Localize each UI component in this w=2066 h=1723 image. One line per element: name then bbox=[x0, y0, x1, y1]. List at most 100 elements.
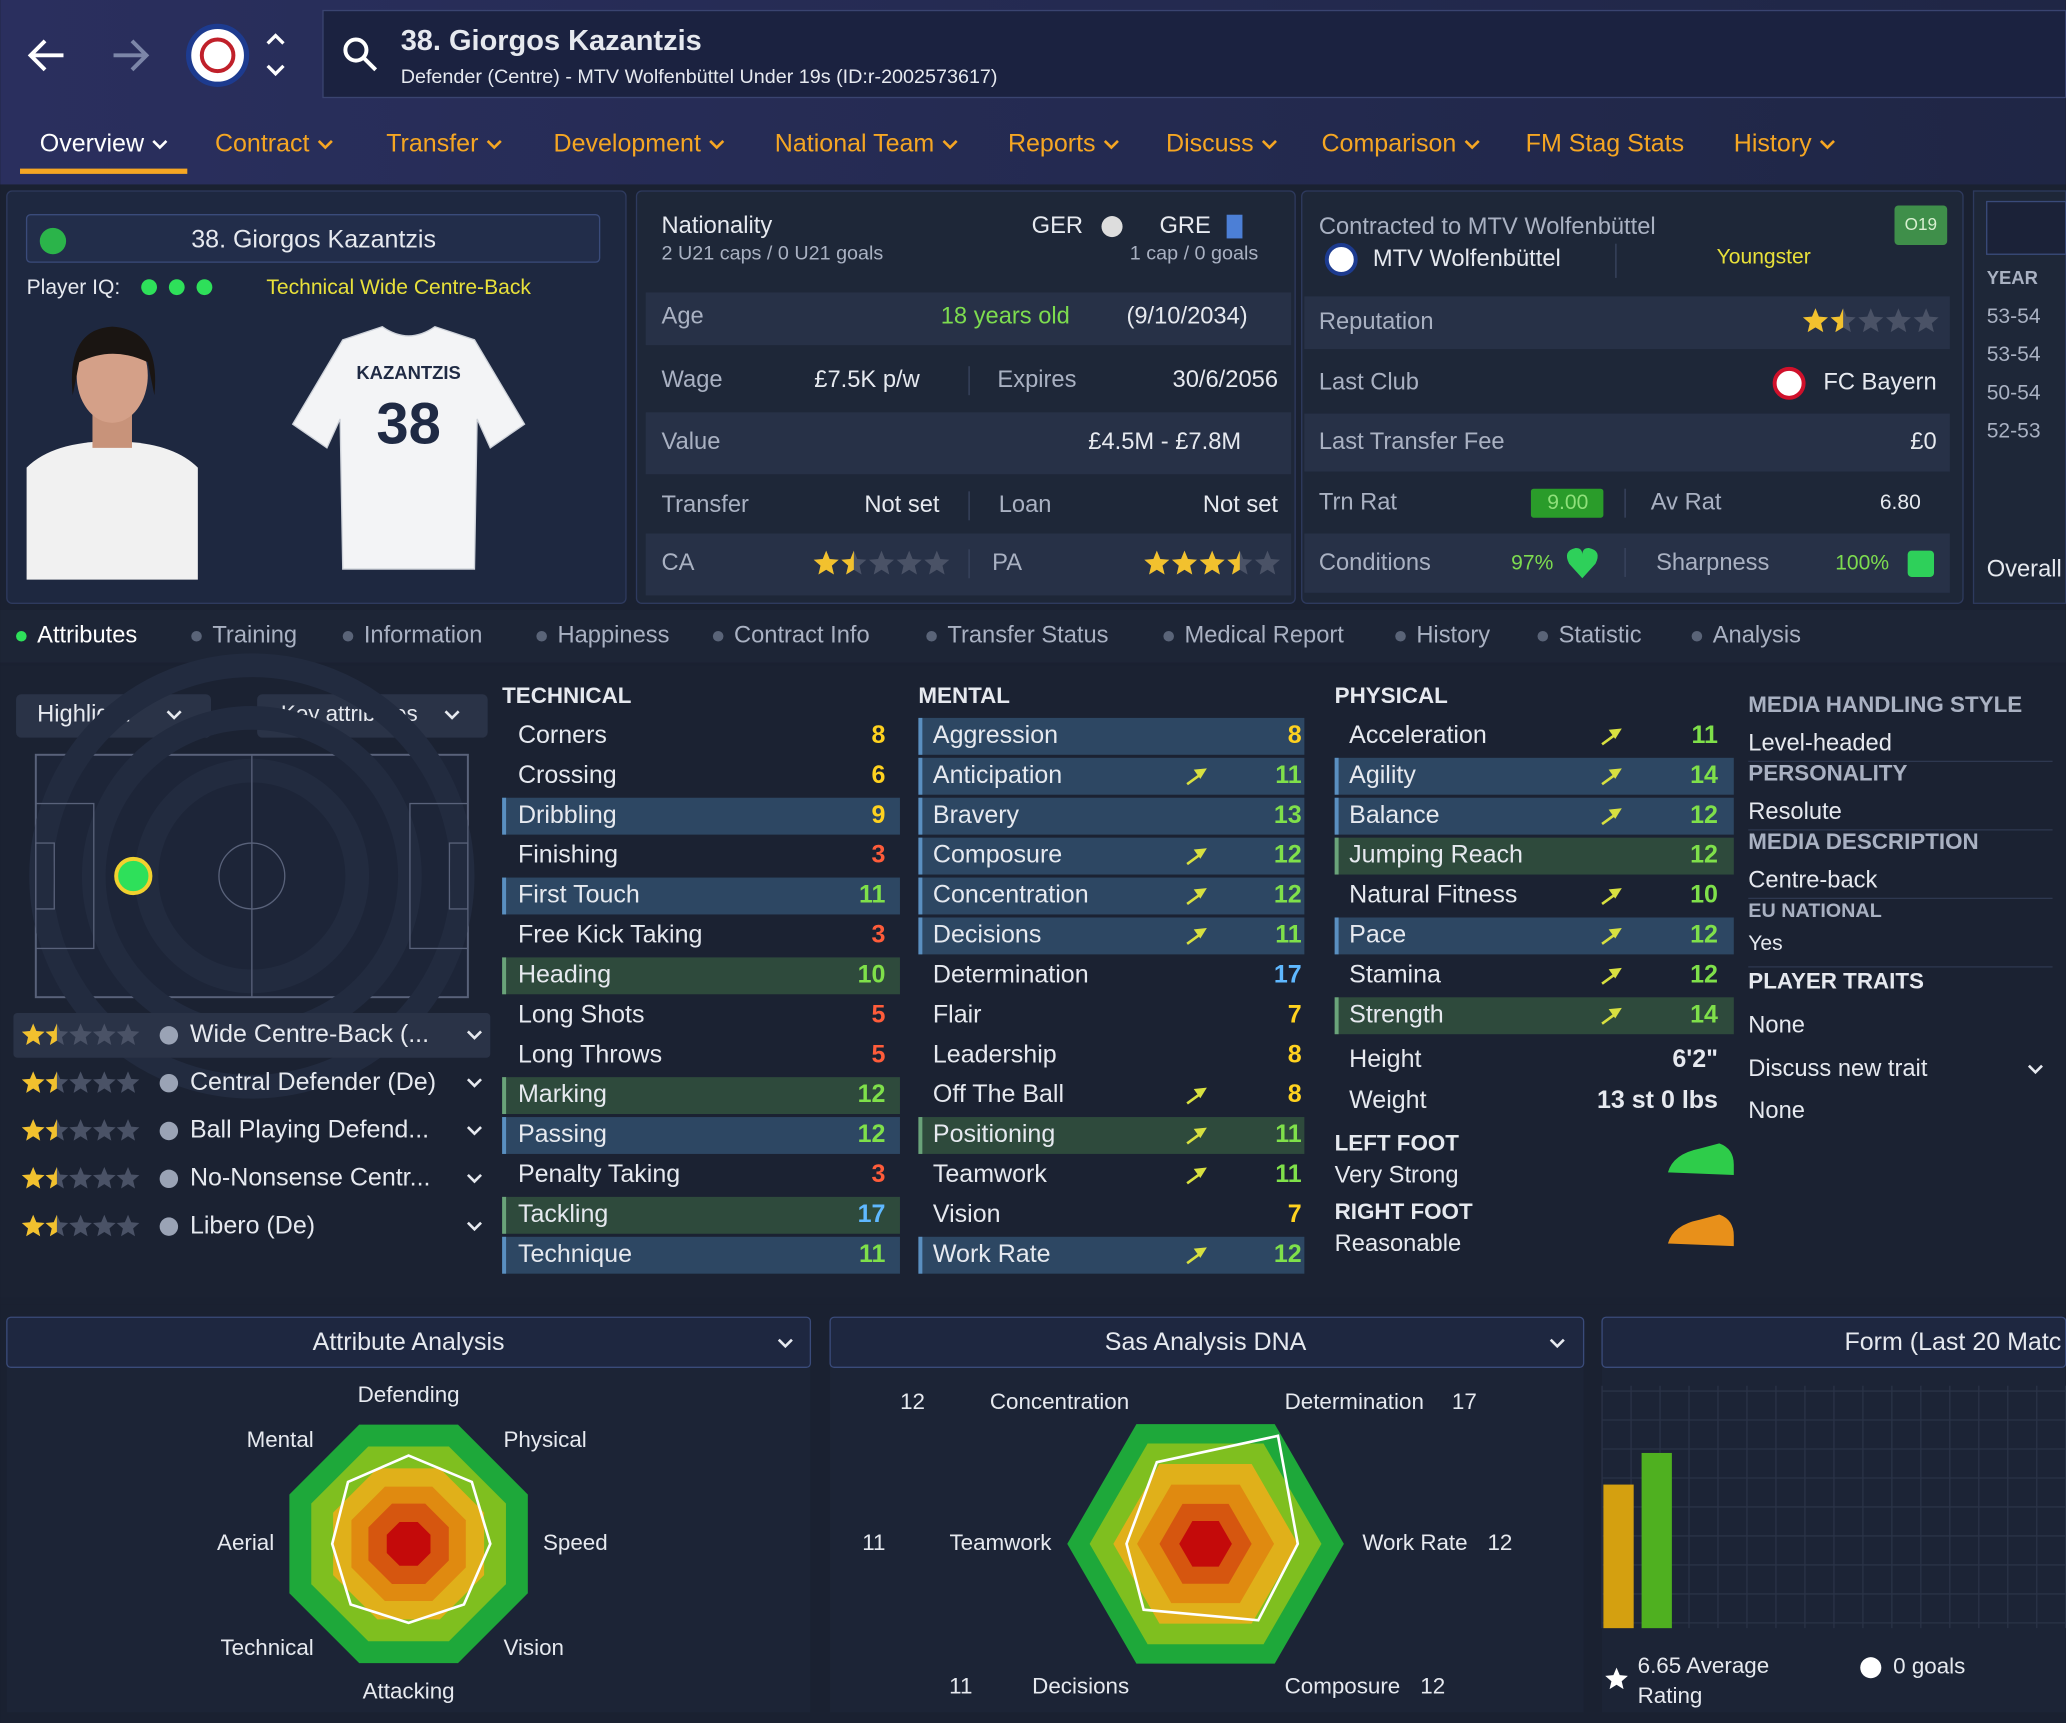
shirt-name: KAZANTZIS bbox=[356, 362, 460, 383]
subtab[interactable]: Medical Report bbox=[1184, 623, 1344, 649]
history-header: YEAR bbox=[1987, 267, 2038, 288]
attribute-highlight bbox=[918, 757, 1305, 795]
search-icon[interactable] bbox=[343, 37, 369, 63]
subtab[interactable]: Statistic bbox=[1559, 623, 1642, 649]
role-name[interactable]: Libero (De) bbox=[190, 1211, 315, 1239]
role-name[interactable]: Wide Centre-Back (... bbox=[190, 1020, 429, 1048]
dna-value: 12 bbox=[1487, 1530, 1512, 1555]
nav-tab[interactable]: History bbox=[1734, 130, 1812, 158]
forward-button[interactable] bbox=[113, 39, 150, 72]
caps: 2 U21 caps / 0 U21 goals bbox=[662, 242, 884, 264]
nav-tab[interactable]: Discuss bbox=[1166, 130, 1254, 158]
chevron bbox=[466, 1126, 482, 1136]
contract-label: Contracted to MTV Wolfenbüttel bbox=[1319, 214, 1656, 240]
star-half bbox=[1830, 308, 1844, 333]
role-name[interactable]: No-Nonsense Centr... bbox=[190, 1163, 431, 1191]
divider bbox=[1624, 547, 1626, 577]
panel-header bbox=[829, 1316, 1585, 1368]
transfer-status: Not set bbox=[864, 492, 940, 518]
divider bbox=[968, 491, 970, 521]
profile-value: Level-headed bbox=[1748, 731, 1892, 757]
attribute-value: 12 bbox=[1690, 921, 1718, 949]
discuss-trait[interactable]: Discuss new trait bbox=[1748, 1056, 1928, 1082]
nav-tab[interactable]: FM Stag Stats bbox=[1526, 130, 1685, 158]
nav-tab[interactable]: Reports bbox=[1008, 130, 1096, 158]
attribute-value: 7 bbox=[1288, 1200, 1302, 1228]
nav-tab[interactable]: Overview bbox=[40, 130, 145, 158]
subtab[interactable]: Information bbox=[364, 623, 483, 649]
attribute-name: Tackling bbox=[518, 1200, 608, 1228]
star bbox=[92, 1119, 116, 1141]
trend-arrow-head bbox=[1193, 1127, 1207, 1139]
role-name[interactable]: Ball Playing Defend... bbox=[190, 1116, 429, 1144]
tab-dot bbox=[1395, 630, 1406, 642]
star-rating bbox=[813, 550, 950, 575]
panel-title[interactable]: Attribute Analysis bbox=[313, 1328, 505, 1356]
attribute-name: Teamwork bbox=[933, 1160, 1047, 1188]
subtab[interactable]: Attributes bbox=[37, 623, 137, 649]
chevron bbox=[1103, 140, 1119, 150]
panel-title[interactable]: Sas Analysis DNA bbox=[1105, 1328, 1307, 1356]
club-badge-inner bbox=[199, 37, 236, 74]
field-label: Wage bbox=[662, 367, 723, 393]
attribute-value: 11 bbox=[1275, 761, 1302, 789]
foot-value: Very Strong bbox=[1335, 1163, 1459, 1189]
star-half bbox=[1227, 550, 1240, 575]
attribute-name: Free Kick Taking bbox=[518, 921, 702, 949]
dna-value: 12 bbox=[900, 1389, 925, 1414]
attribute-value: 8 bbox=[872, 721, 886, 749]
star bbox=[116, 1214, 140, 1237]
chevron bbox=[444, 710, 460, 720]
switch-arrows[interactable] bbox=[266, 33, 285, 77]
tab-dot bbox=[191, 630, 202, 642]
field-label: Height bbox=[1349, 1045, 1421, 1073]
radar-label: Technical bbox=[220, 1635, 313, 1660]
star bbox=[868, 550, 895, 575]
nav-tab[interactable]: National Team bbox=[775, 130, 934, 158]
tab-dot bbox=[926, 630, 937, 642]
star bbox=[69, 1023, 92, 1045]
star-full bbox=[1144, 550, 1170, 575]
attribute-value: 3 bbox=[872, 841, 886, 869]
trend-arrow-head bbox=[1193, 768, 1207, 779]
card-name: 38. Giorgos Kazantzis bbox=[191, 226, 436, 254]
iq-label: Player IQ: bbox=[27, 276, 121, 299]
star-full bbox=[1802, 308, 1828, 333]
subtab[interactable]: History bbox=[1416, 623, 1490, 649]
star bbox=[92, 1071, 116, 1093]
field-label: Value bbox=[662, 429, 721, 455]
star bbox=[116, 1023, 140, 1045]
attribute-name: Passing bbox=[518, 1120, 607, 1148]
subtab[interactable]: Training bbox=[212, 623, 297, 649]
attribute-highlight bbox=[502, 1236, 900, 1274]
info-icon bbox=[159, 1169, 179, 1189]
attribute-highlight bbox=[918, 877, 1305, 915]
attribute-value: 12 bbox=[1690, 801, 1718, 829]
attribute-name: Penalty Taking bbox=[518, 1160, 680, 1188]
shirt bbox=[291, 325, 526, 570]
nav-tab[interactable]: Comparison bbox=[1321, 130, 1456, 158]
attribute-stripe bbox=[918, 797, 923, 835]
star-rating bbox=[21, 1023, 140, 1045]
attribute-name: Finishing bbox=[518, 841, 618, 869]
trend-arrow-head bbox=[1193, 1087, 1207, 1099]
weight: 13 st 0 lbs bbox=[1597, 1086, 1718, 1114]
nav-tab[interactable]: Transfer bbox=[386, 130, 478, 158]
nav-tab[interactable]: Contract bbox=[215, 130, 310, 158]
subtab[interactable]: Transfer Status bbox=[947, 623, 1108, 649]
back-button[interactable] bbox=[27, 39, 64, 72]
attribute-name: Vision bbox=[933, 1200, 1001, 1228]
field-label: Age bbox=[662, 304, 704, 330]
age: 18 years old bbox=[941, 304, 1070, 330]
subtab[interactable]: Happiness bbox=[557, 623, 669, 649]
role-name[interactable]: Central Defender (De) bbox=[190, 1068, 436, 1096]
last-club: FC Bayern bbox=[1823, 370, 1936, 396]
subtab[interactable]: Analysis bbox=[1713, 623, 1801, 649]
tab-dot bbox=[16, 630, 27, 642]
history-year: 52-53 bbox=[1987, 420, 2041, 443]
subtab[interactable]: Contract Info bbox=[734, 623, 870, 649]
profile-value: Resolute bbox=[1748, 799, 1842, 825]
star-rating bbox=[21, 1214, 140, 1237]
nav-tab[interactable]: Development bbox=[554, 130, 701, 158]
